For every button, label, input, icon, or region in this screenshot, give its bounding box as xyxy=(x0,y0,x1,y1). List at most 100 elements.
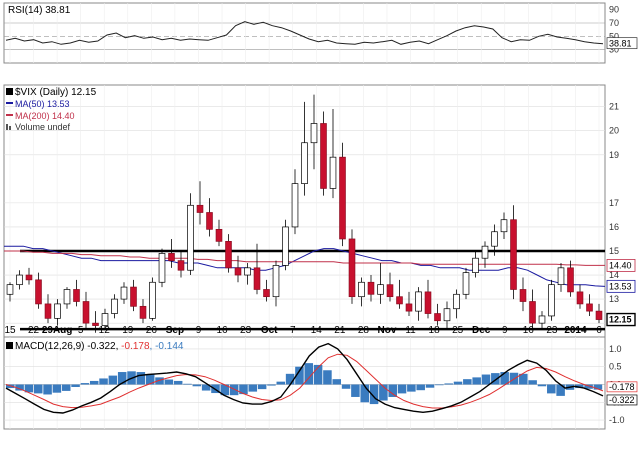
x-axis-label: Sep xyxy=(166,325,184,336)
candle xyxy=(367,275,375,302)
macd-histogram-bar xyxy=(15,384,24,391)
x-axis-label: 2014 xyxy=(564,325,587,336)
macd-last-value-box xyxy=(606,394,638,406)
macd-histogram-bar xyxy=(463,379,472,385)
macd-histogram-bar xyxy=(267,384,276,386)
candle-body-up xyxy=(329,156,337,189)
price-tick-label: 15 xyxy=(609,246,619,256)
macd-histogram-bar xyxy=(257,384,267,390)
candle xyxy=(396,279,403,309)
candle-body-up xyxy=(301,142,308,184)
rsi-last-value-box xyxy=(606,37,638,50)
price-tick-label: 13 xyxy=(609,294,619,304)
macd-histogram-bar xyxy=(33,384,43,394)
macd-histogram-bar xyxy=(145,374,155,385)
rsi-series xyxy=(5,21,604,45)
candle xyxy=(557,263,565,292)
candle-body-down xyxy=(234,267,242,276)
macd-histogram-bar xyxy=(192,384,202,387)
x-axis-label: 7 xyxy=(290,325,296,336)
candle xyxy=(320,111,327,196)
x-axis-label: 16 xyxy=(216,325,228,336)
macd-histogram-bar xyxy=(435,384,444,386)
candle xyxy=(339,142,346,247)
x-axis-label: 18 xyxy=(429,325,441,336)
candle-body-down xyxy=(25,274,33,281)
legend-ma200: MA(200) 14.40 xyxy=(15,111,75,121)
candle xyxy=(6,282,14,302)
candle-body-up xyxy=(272,265,280,298)
macd-histogram-bar xyxy=(388,384,397,397)
macd-histogram-bar xyxy=(136,372,146,385)
macd-histogram-bar xyxy=(173,380,183,385)
candle-body-up xyxy=(291,183,299,228)
candle xyxy=(120,282,128,304)
macd-histogram-bar xyxy=(584,384,593,389)
candle-body-up xyxy=(187,204,194,271)
candle xyxy=(244,263,251,285)
candle-body-down xyxy=(130,286,137,307)
macd-histogram-bar xyxy=(71,384,80,387)
x-axis-label: 23 xyxy=(546,325,558,336)
macd-histogram-bar xyxy=(323,370,332,385)
candle-body-up xyxy=(500,219,508,233)
macd-histogram-bar xyxy=(351,384,360,397)
macd-histogram-bar xyxy=(276,381,286,385)
macd-histogram-bar xyxy=(575,384,584,389)
macd-legend-hist: , -0.144 xyxy=(150,341,184,352)
x-axis-label: 26 xyxy=(146,325,158,336)
candle-body-down xyxy=(434,313,441,322)
candle-body-down xyxy=(196,204,204,213)
candle xyxy=(44,294,52,324)
macd-histogram-bar xyxy=(547,384,556,394)
legend-swatch-volume-a xyxy=(6,124,8,130)
x-axis-label: 9 xyxy=(196,325,202,336)
price-label-box xyxy=(606,259,636,272)
candle-body-down xyxy=(405,303,413,312)
x-axis-labels: 15 22 29Aug 5 12 19 26 Sep 9 16 23 Oct 7 14 21 28 Nov 11 1… xyxy=(4,325,602,336)
price-label: 14.40 xyxy=(609,260,632,270)
candle xyxy=(101,308,109,331)
moving-average-line xyxy=(4,250,605,266)
candle xyxy=(187,193,194,276)
macd-histogram-bar xyxy=(285,373,295,385)
macd-histogram-bar xyxy=(313,364,323,385)
macd-legend-signal: -0.178 xyxy=(121,341,150,352)
candle xyxy=(54,299,61,326)
price-tick-label: 14 xyxy=(609,270,619,280)
macd-histogram-bar xyxy=(425,384,435,388)
candle xyxy=(415,287,422,321)
candle-body-up xyxy=(54,303,61,319)
candle xyxy=(215,219,223,247)
candle-body-up xyxy=(377,284,384,295)
candle xyxy=(453,289,460,319)
candle-body-down xyxy=(367,281,375,295)
candle-body-down xyxy=(139,305,147,319)
rsi-panel: RSI(14) 38.81 30 50 70 90 38.81 xyxy=(3,2,638,64)
candle-body-down xyxy=(253,267,261,290)
macd-histogram-bar xyxy=(295,366,304,385)
candle xyxy=(443,301,451,328)
price-label-box xyxy=(606,279,636,293)
candle-body-down xyxy=(215,228,223,242)
x-axis-label: 19 xyxy=(122,325,134,336)
macd-histogram-bar xyxy=(528,380,537,385)
macd-histogram-bar xyxy=(155,377,164,385)
candles xyxy=(6,94,603,333)
candle xyxy=(206,198,213,237)
macd-last-value-label: -0.178 xyxy=(609,382,635,392)
candle-body-down xyxy=(567,267,574,293)
rsi-tick-label: 70 xyxy=(609,18,619,28)
candle-body-up xyxy=(415,291,422,312)
candle-body-up xyxy=(111,298,118,314)
candle-body-down xyxy=(168,253,175,261)
legend-swatch-vix xyxy=(6,88,13,95)
macd-histogram-bar xyxy=(61,384,71,391)
macd-histogram-bar xyxy=(453,381,463,385)
candle xyxy=(595,303,603,324)
rsi-last-value-label: 38.81 xyxy=(609,39,632,49)
x-axis-label: Dec xyxy=(472,325,491,336)
rsi-gridlines xyxy=(4,3,605,63)
candle xyxy=(462,267,470,300)
